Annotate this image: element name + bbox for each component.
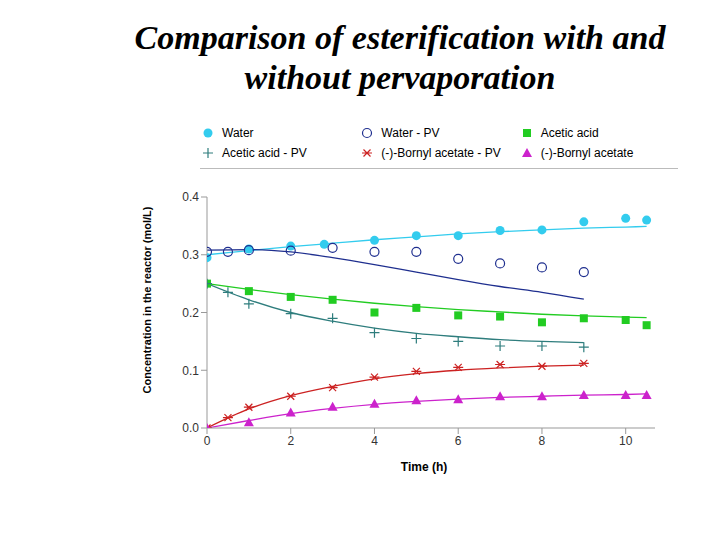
html-text:Water: Water xyxy=(222,126,254,140)
svg-text:0.4: 0.4 xyxy=(182,190,199,204)
html-text:Acetic acid: Acetic acid xyxy=(540,126,599,140)
html-text:Concentration in the reactor (: Concentration in the reactor (mol/L) xyxy=(141,206,153,394)
svg-text:2: 2 xyxy=(287,434,294,448)
svg-text:0: 0 xyxy=(204,434,211,448)
svg-text:4: 4 xyxy=(371,434,378,448)
html-text:Time (h): Time (h) xyxy=(400,460,448,474)
html-text:(-)-Bornyl acetate: (-)-Bornyl acetate xyxy=(540,146,634,160)
svg-text:8: 8 xyxy=(539,434,546,448)
svg-text:0.3: 0.3 xyxy=(182,248,199,262)
svg-text:0.2: 0.2 xyxy=(182,306,199,320)
html-text:(-)-Bornyl acetate - PV: (-)-Bornyl acetate - PV xyxy=(381,146,501,160)
html-text:Acetic acid - PV: Acetic acid - PV xyxy=(222,146,307,160)
svg-text:6: 6 xyxy=(455,434,462,448)
svg-text:0.0: 0.0 xyxy=(182,421,199,435)
html-text:Comparison of esterification w: Comparison of esterification with and wi… xyxy=(134,19,666,96)
svg-text:0.1: 0.1 xyxy=(182,364,199,378)
html-text:Water - PV: Water - PV xyxy=(381,126,440,140)
svg-text:10: 10 xyxy=(619,434,633,448)
